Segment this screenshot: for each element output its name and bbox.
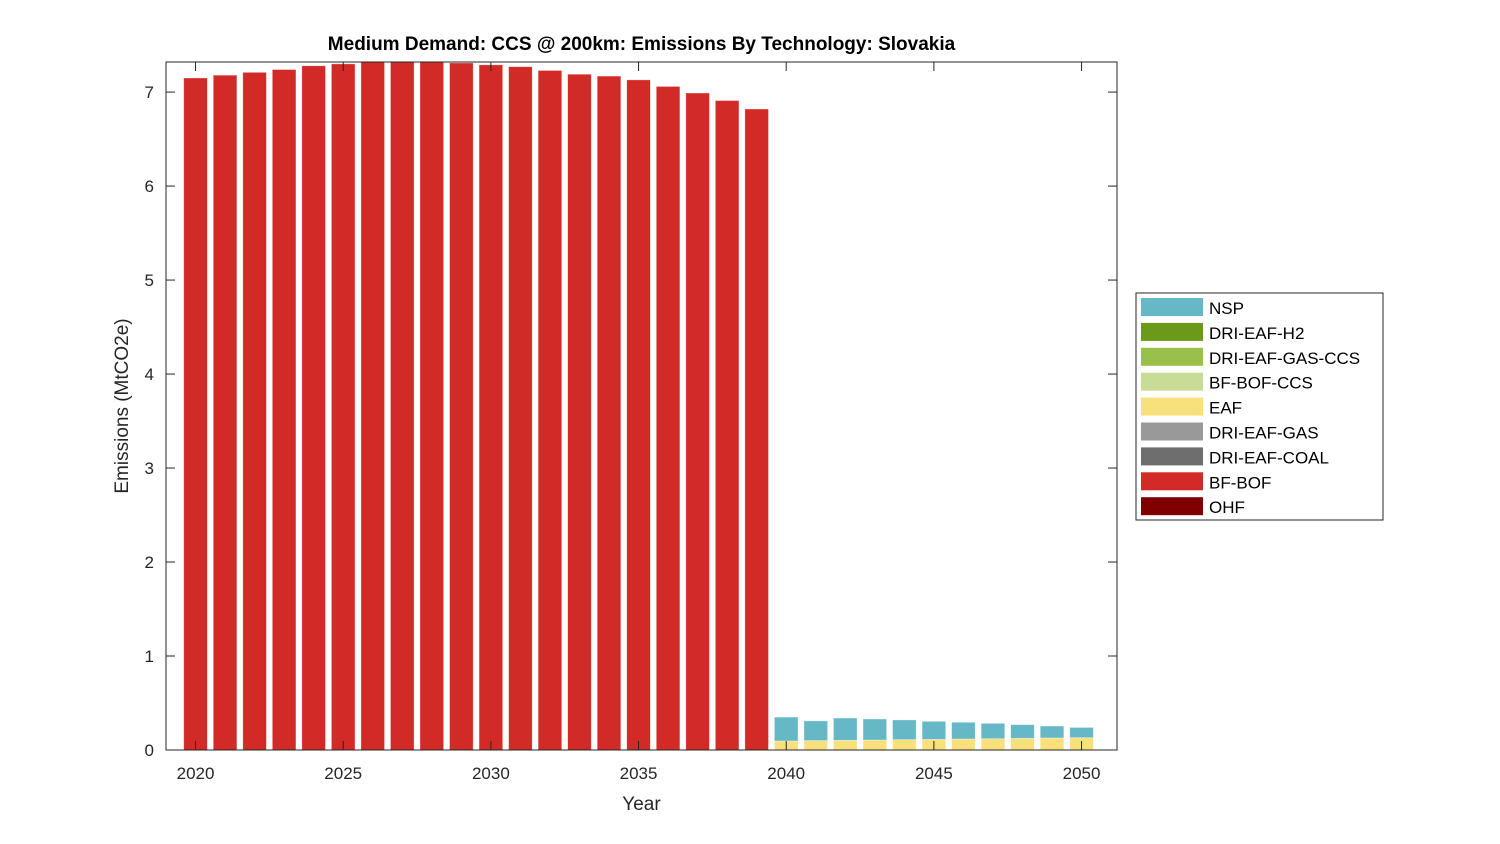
y-tick-label: 3 — [145, 459, 154, 478]
x-tick-label: 2020 — [177, 764, 215, 783]
bar-bf-bof-2026 — [360, 61, 385, 751]
bar-nsp-2044 — [892, 719, 917, 741]
bar-eaf-2041 — [803, 740, 828, 751]
legend-swatch-ohf — [1141, 497, 1203, 516]
bar-nsp-2047 — [980, 722, 1006, 740]
bar-bf-bof-2039 — [744, 108, 769, 751]
bar-bf-bof-2025 — [331, 63, 356, 751]
bar-nsp-2050 — [1069, 727, 1094, 739]
bar-eaf-2043 — [862, 739, 887, 751]
legend-swatch-bf-bof — [1141, 472, 1203, 491]
legend-label-bf-bof: BF-BOF — [1209, 473, 1271, 492]
legend-swatch-dri-eaf-h2 — [1141, 322, 1203, 341]
y-tick-label: 0 — [145, 741, 154, 760]
bar-nsp-2043 — [862, 718, 887, 741]
y-tick-label: 5 — [145, 271, 154, 290]
bar-bf-bof-2030 — [478, 64, 504, 751]
legend-swatch-dri-eaf-gas-ccs — [1141, 347, 1203, 366]
legend-label-dri-eaf-gas: DRI-EAF-GAS — [1209, 424, 1319, 443]
bar-bf-bof-2038 — [714, 100, 740, 751]
bar-bf-bof-2035 — [626, 79, 651, 751]
bar-bf-bof-2023 — [271, 69, 297, 751]
legend-label-dri-eaf-h2: DRI-EAF-H2 — [1209, 324, 1304, 343]
bar-nsp-2046 — [951, 721, 976, 740]
legend-label-eaf: EAF — [1209, 399, 1242, 418]
bar-nsp-2048 — [1010, 724, 1035, 739]
bar-eaf-2049 — [1039, 737, 1065, 751]
y-tick-label: 1 — [145, 647, 154, 666]
legend-swatch-nsp — [1141, 298, 1203, 316]
bar-eaf-2048 — [1010, 737, 1035, 751]
y-axis-label: Emissions (MtCO2e) — [112, 318, 133, 493]
bar-eaf-2044 — [892, 739, 917, 751]
bar-nsp-2041 — [803, 720, 828, 741]
bar-bf-bof-2031 — [508, 66, 533, 751]
bar-bf-bof-2037 — [685, 92, 710, 751]
x-axis-label: Year — [622, 794, 661, 815]
axes-box — [165, 61, 1118, 751]
legend-swatch-dri-eaf-coal — [1141, 447, 1203, 466]
bar-nsp-2040 — [774, 716, 799, 742]
legend-label-nsp: NSP — [1209, 299, 1244, 318]
bar-nsp-2042 — [833, 717, 858, 741]
y-tick-label: 2 — [145, 553, 154, 572]
x-tick-label: 2035 — [620, 764, 658, 783]
legend-label-bf-bof-ccs: BF-BOF-CCS — [1209, 374, 1313, 393]
x-tick-label: 2030 — [472, 764, 510, 783]
legend-label-ohf: OHF — [1209, 498, 1245, 517]
bar-bf-bof-2034 — [596, 75, 622, 751]
legend-label-dri-eaf-gas-ccs: DRI-EAF-GAS-CCS — [1209, 349, 1360, 368]
legend-swatch-eaf — [1141, 397, 1203, 416]
bar-bf-bof-2036 — [655, 86, 681, 751]
x-tick-label: 2040 — [767, 764, 805, 783]
x-tick-label: 2045 — [915, 764, 953, 783]
bar-bf-bof-2024 — [301, 65, 326, 751]
bar-bf-bof-2020 — [183, 77, 208, 751]
bar-eaf-2046 — [951, 738, 976, 751]
x-tick-label: 2050 — [1063, 764, 1101, 783]
bar-bf-bof-2033 — [567, 73, 592, 751]
bar-bf-bof-2028 — [419, 61, 444, 751]
y-tick-label: 7 — [145, 83, 154, 102]
bar-bf-bof-2032 — [537, 70, 563, 751]
y-tick-label: 4 — [145, 365, 154, 384]
bar-bf-bof-2022 — [242, 71, 267, 751]
legend-swatch-bf-bof-ccs — [1141, 372, 1203, 391]
bar-bf-bof-2027 — [390, 61, 415, 751]
bar-eaf-2047 — [980, 738, 1006, 751]
chart-title: Medium Demand: CCS @ 200km: Emissions By… — [328, 34, 956, 55]
bar-bf-bof-2021 — [212, 74, 238, 751]
bar-eaf-2042 — [833, 739, 858, 751]
legend-label-dri-eaf-coal: DRI-EAF-COAL — [1209, 448, 1329, 467]
x-tick-label: 2025 — [324, 764, 362, 783]
legend-swatch-dri-eaf-gas — [1141, 422, 1203, 441]
y-tick-label: 6 — [145, 177, 154, 196]
bar-nsp-2049 — [1039, 725, 1065, 739]
bar-bf-bof-2029 — [449, 62, 474, 751]
bar-nsp-2045 — [921, 720, 947, 740]
